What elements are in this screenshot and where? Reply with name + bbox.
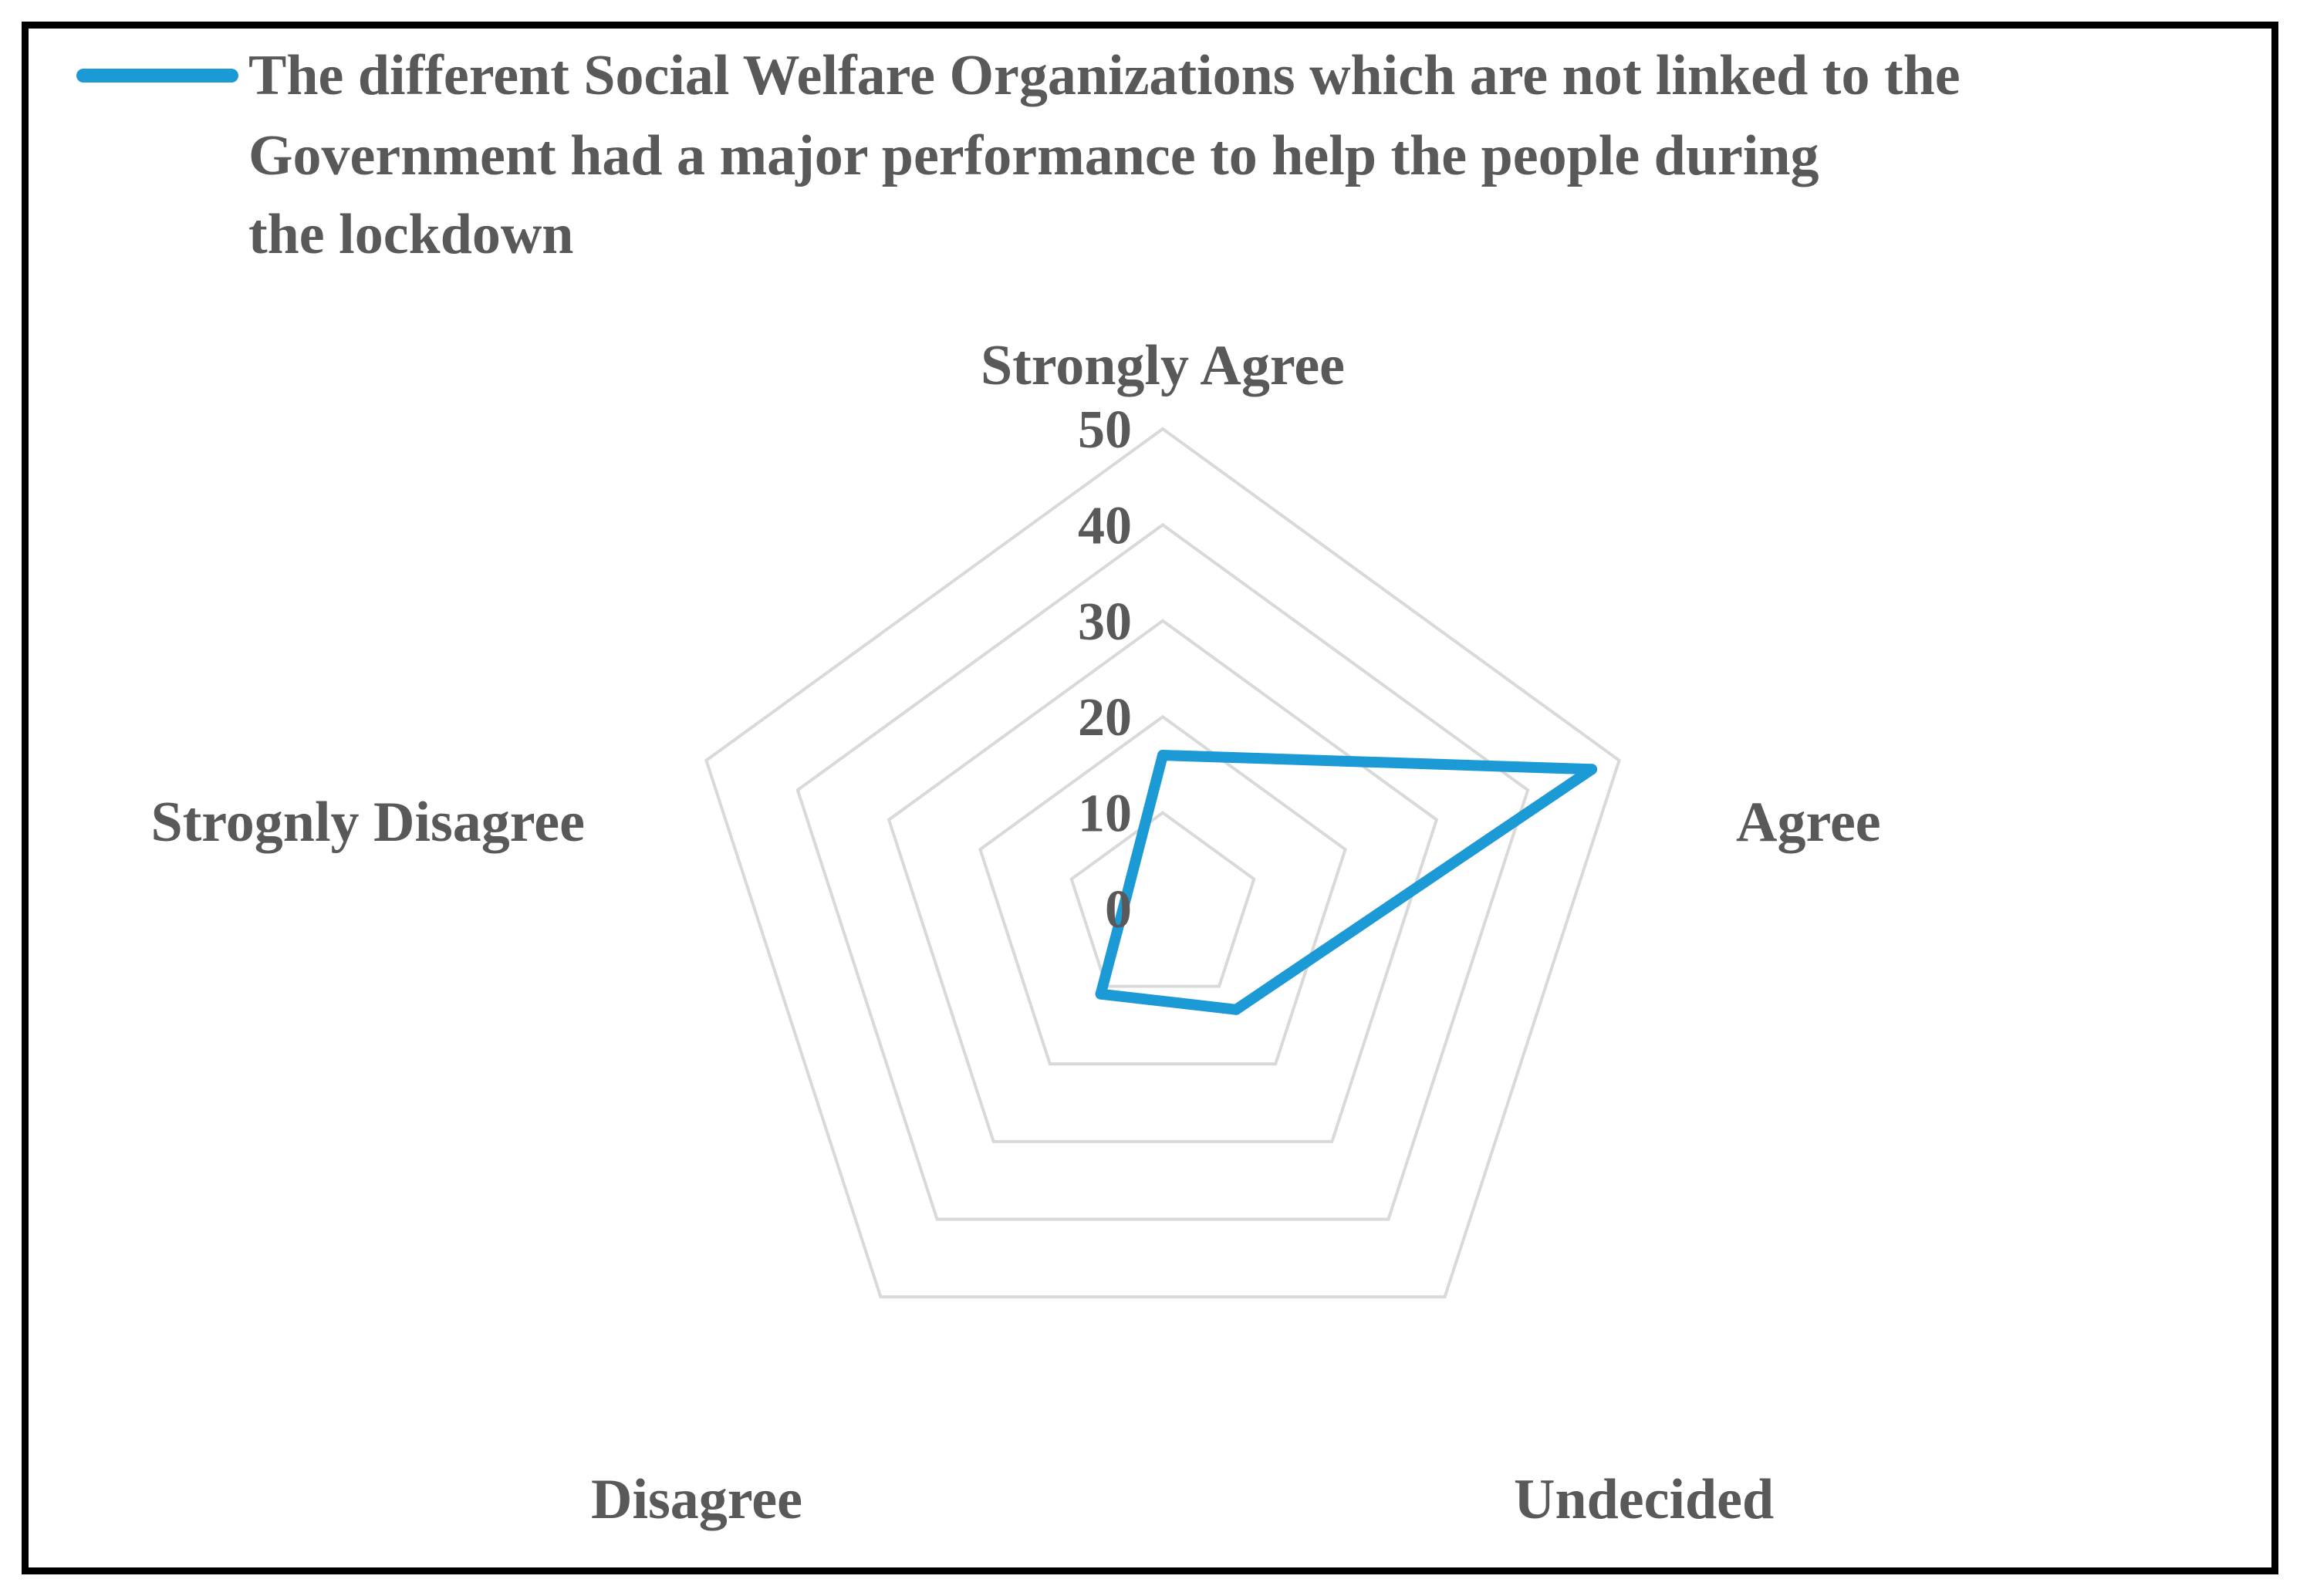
tick-label-50: 50 xyxy=(1078,400,1132,460)
category-label-agree: Agree xyxy=(1736,791,1881,854)
category-label-strongly-agree: Strongly Agree xyxy=(981,334,1345,397)
data-point-strongly-agree xyxy=(1157,750,1168,761)
radial-tick-labels: 0 10 20 30 40 50 xyxy=(1078,400,1132,940)
grid-ring-20 xyxy=(978,714,1347,1066)
tick-label-0: 0 xyxy=(1105,880,1132,940)
category-labels: Strongly Agree Agree Undecided Disagree Stro… xyxy=(150,334,1880,1531)
legend-text-line-1: The different Social Welfare Organizatio… xyxy=(248,44,1961,107)
legend-text-line-2: Government had a major performance to he… xyxy=(248,124,1819,187)
grid-ring-10 xyxy=(1069,811,1256,988)
legend-text: The different Social Welfare Organizatio… xyxy=(248,44,1974,266)
tick-label-30: 30 xyxy=(1078,592,1132,652)
legend: The different Social Welfare Organizatio… xyxy=(76,44,1974,266)
grid-ring-40 xyxy=(795,522,1530,1221)
category-label-strognly-disagree: Strognly Disagree xyxy=(150,791,585,854)
category-label-disagree: Disagree xyxy=(591,1468,802,1531)
tick-label-40: 40 xyxy=(1078,496,1132,555)
tick-label-10: 10 xyxy=(1078,785,1132,844)
legend-text-line-3: the lockdown xyxy=(248,203,573,266)
data-point-strognly-disagree xyxy=(1120,891,1132,903)
data-point-undecided xyxy=(1231,1004,1242,1015)
grid-ring-50 xyxy=(704,427,1621,1299)
data-point-agree xyxy=(1586,764,1598,775)
data-point-disagree xyxy=(1095,988,1106,1000)
category-label-undecided: Undecided xyxy=(1514,1468,1774,1531)
grid-ring-30 xyxy=(887,619,1439,1143)
tick-label-20: 20 xyxy=(1078,688,1132,747)
series-layer xyxy=(1095,750,1598,1015)
radar-grid xyxy=(704,427,1621,1299)
series-line xyxy=(1095,750,1598,1015)
